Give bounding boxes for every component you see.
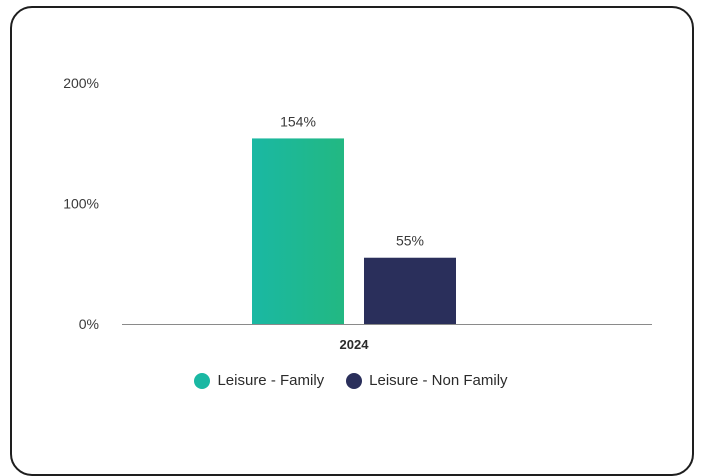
legend: Leisure - Family Leisure - Non Family [0, 372, 702, 389]
legend-dot-icon [346, 372, 363, 389]
legend-label: Leisure - Non Family [369, 372, 508, 389]
y-tick-label: 100% [63, 196, 99, 212]
legend-item-non-family[interactable]: Leisure - Non Family [346, 372, 508, 389]
bar-value-label: 55% [396, 233, 424, 249]
bar-leisure-family[interactable] [252, 138, 344, 324]
legend-item-family[interactable]: Leisure - Family [194, 372, 324, 389]
x-tick-label: 2024 [340, 337, 370, 352]
data-labels: 154% 55% [280, 113, 424, 248]
legend-label: Leisure - Family [217, 372, 325, 389]
y-tick-label: 0% [79, 316, 99, 332]
bar-value-label: 154% [280, 113, 316, 129]
bars [252, 138, 456, 324]
x-axis-ticks: 2024 [340, 337, 370, 352]
y-axis-ticks: 0% 100% 200% [63, 75, 99, 332]
bar-leisure-non-family[interactable] [364, 257, 456, 324]
bar-chart: 0% 100% 200% 154% 55% 2024 [63, 75, 652, 352]
y-tick-label: 200% [63, 75, 99, 91]
legend-dot-icon [194, 372, 211, 389]
chart-card [10, 6, 694, 476]
